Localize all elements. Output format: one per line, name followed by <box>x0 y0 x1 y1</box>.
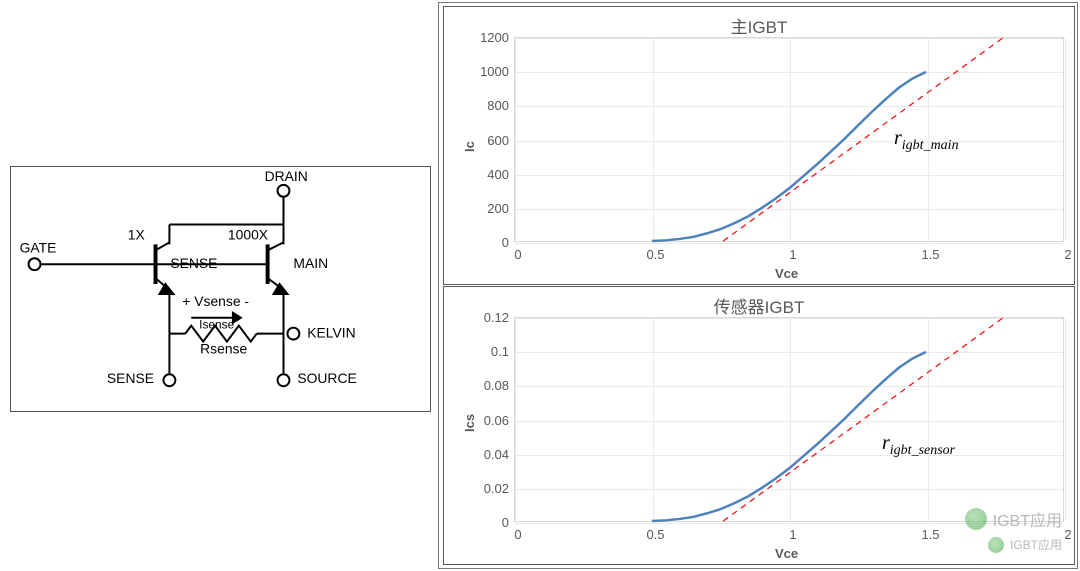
chart-main-xlabel: Vce <box>775 266 798 281</box>
chart-sensor-ylabel: Ics <box>462 413 477 431</box>
watermark-large: IGBT应用 <box>965 507 1062 531</box>
chart-main-plot: 02004006008001000120000.511.52 <box>514 37 1064 242</box>
label-source: SOURCE <box>297 370 356 386</box>
label-rsense: Rsense <box>200 340 247 356</box>
chart-sensor-plot: 00.020.040.060.080.10.1200.511.52 <box>514 317 1064 522</box>
label-sense-pin: SENSE <box>107 370 154 386</box>
tick-y: 200 <box>465 201 509 216</box>
tick-y: 1000 <box>465 64 509 79</box>
charts-container: 主IGBT 02004006008001000120000.511.52 Ic … <box>438 2 1078 569</box>
tick-y: 0.02 <box>465 481 509 496</box>
wechat-icon <box>965 508 987 530</box>
tick-y: 0.12 <box>465 310 509 325</box>
label-sense-node: SENSE <box>170 255 217 271</box>
tick-x: 1.5 <box>916 247 946 262</box>
chart-sensor-xlabel: Vce <box>775 546 798 561</box>
chart-sensor-annotation: rigbt_sensor <box>882 432 955 459</box>
label-main-node: MAIN <box>293 255 328 271</box>
label-t2-mult: 1000X <box>228 226 268 242</box>
tick-y: 400 <box>465 167 509 182</box>
chart-main-annotation: rigbt_main <box>894 127 959 154</box>
tick-x: 0 <box>503 527 533 542</box>
label-drain: DRAIN <box>265 168 308 184</box>
watermark-small: IGBT应用 <box>988 536 1062 553</box>
chart-main-ylabel: Ic <box>462 141 477 152</box>
tick-y: 0.08 <box>465 378 509 393</box>
tick-x: 1.5 <box>916 527 946 542</box>
wechat-icon <box>988 537 1004 553</box>
tick-y: 1200 <box>465 30 509 45</box>
tick-x: 2 <box>1053 247 1080 262</box>
tick-y: 0.04 <box>465 447 509 462</box>
label-kelvin: KELVIN <box>307 325 355 341</box>
schematic-svg: DRAIN GATE 1X 1000X SENSE MAIN + Vsense … <box>11 167 430 411</box>
tick-x: 1 <box>778 247 808 262</box>
label-t1-mult: 1X <box>128 226 145 242</box>
tick-y: 800 <box>465 98 509 113</box>
chart-main-panel: 主IGBT 02004006008001000120000.511.52 Ic … <box>443 6 1075 285</box>
chart-main-title: 主IGBT <box>444 13 1074 38</box>
label-vsense: + Vsense - <box>182 293 249 309</box>
watermark-text-1: IGBT应用 <box>993 507 1062 531</box>
tick-x: 0.5 <box>641 527 671 542</box>
label-gate: GATE <box>20 239 57 255</box>
tick-x: 1 <box>778 527 808 542</box>
tick-x: 0 <box>503 247 533 262</box>
chart-sensor-title: 传感器IGBT <box>444 293 1074 318</box>
watermark-text-2: IGBT应用 <box>1010 536 1062 553</box>
tick-x: 0.5 <box>641 247 671 262</box>
label-isense: Isense <box>199 318 234 332</box>
tick-y: 0.1 <box>465 344 509 359</box>
schematic-panel: DRAIN GATE 1X 1000X SENSE MAIN + Vsense … <box>10 166 431 412</box>
